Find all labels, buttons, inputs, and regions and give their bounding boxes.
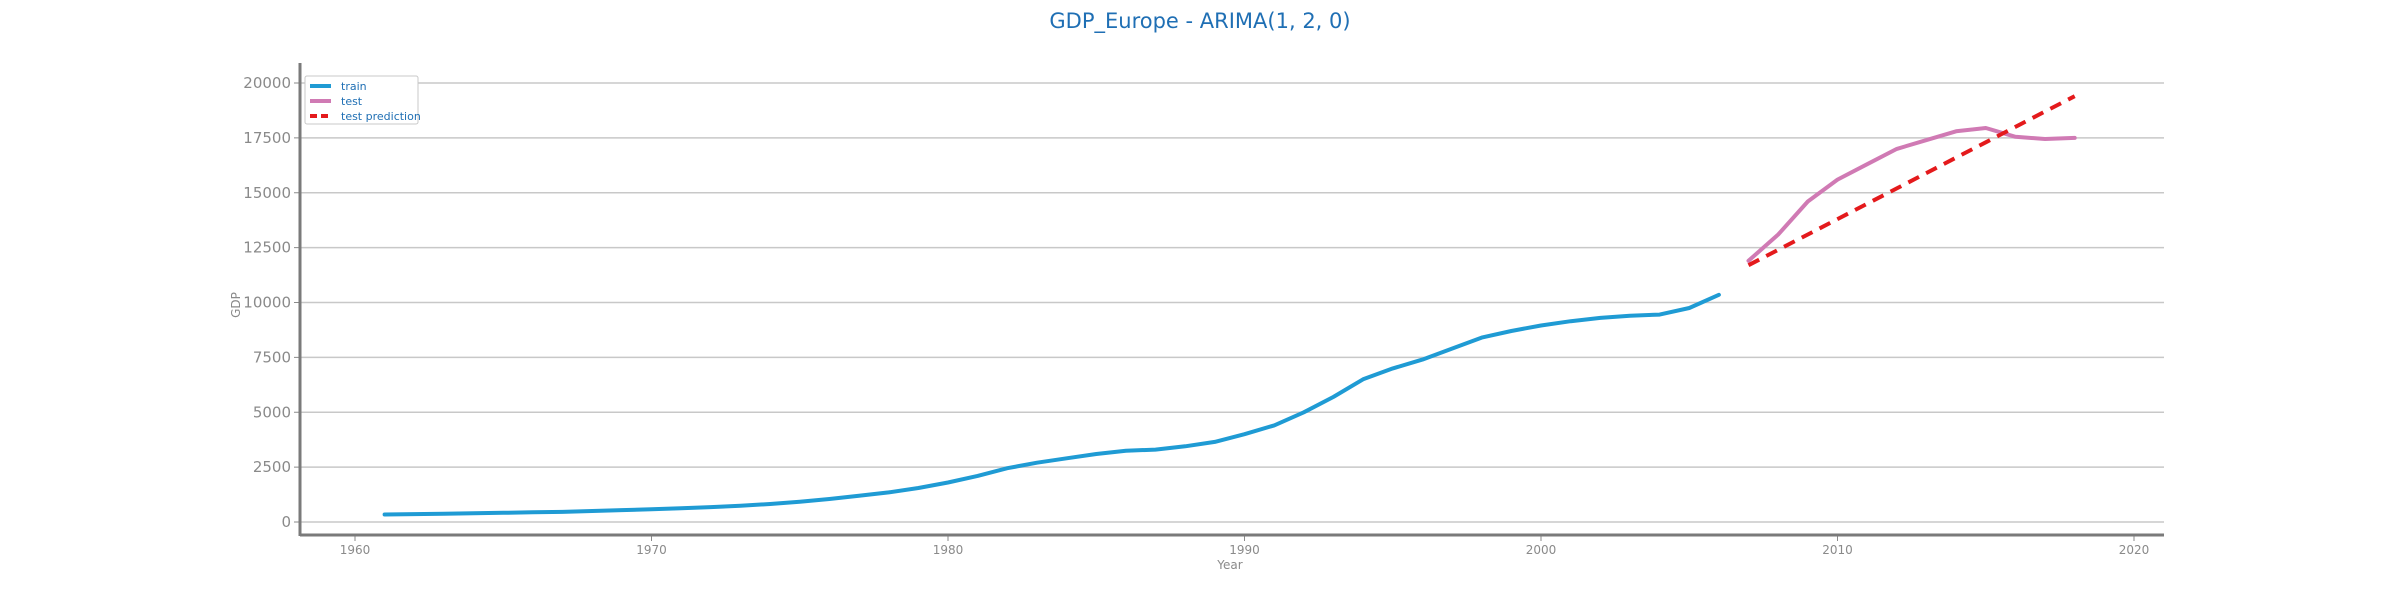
y-tick-label-10000: 10000: [243, 294, 291, 312]
x-tick-label-1960: 1960: [340, 543, 371, 557]
series-line-train: [382, 292, 1721, 517]
y-tick-label-15000: 15000: [243, 184, 291, 202]
x-tick-label-2010: 2010: [1822, 543, 1853, 557]
series-line-test: [1746, 126, 2077, 263]
legend-box: [304, 75, 419, 125]
y-tick-label-20000: 20000: [243, 74, 291, 92]
legend-label-test-prediction: test prediction: [341, 110, 421, 123]
x-tick-label-1990: 1990: [1229, 543, 1260, 557]
legend: train test test prediction: [304, 75, 421, 125]
x-tick-label-2020: 2020: [2119, 543, 2150, 557]
grid-lines: [300, 82, 2164, 523]
y-tick-label-5000: 5000: [253, 403, 291, 421]
x-tick-label-1970: 1970: [636, 543, 667, 557]
y-tick-label-0: 0: [281, 513, 291, 531]
x-tick-label-1980: 1980: [933, 543, 964, 557]
y-tick-labels: 0 2500 5000 7500 10000 12500 15000 17500 20000: [243, 74, 300, 531]
y-tick-label-7500: 7500: [253, 348, 291, 366]
y-tick-label-2500: 2500: [253, 458, 291, 476]
x-tick-label-2000: 2000: [1526, 543, 1557, 557]
x-tick-labels: 1960 1970 1980 1990 2000 2010 2020: [340, 535, 2150, 557]
series-line-test-prediction: [1747, 94, 2076, 267]
y-axis-label: GDP: [229, 292, 243, 318]
series-lines: [382, 94, 2077, 517]
legend-label-test: test: [341, 95, 363, 108]
x-axis-label: Year: [1216, 558, 1242, 572]
legend-label-train: train: [341, 80, 367, 93]
y-tick-label-12500: 12500: [243, 239, 291, 257]
y-tick-label-17500: 17500: [243, 129, 291, 147]
chart-title: GDP_Europe - ARIMA(1, 2, 0): [1049, 9, 1350, 34]
